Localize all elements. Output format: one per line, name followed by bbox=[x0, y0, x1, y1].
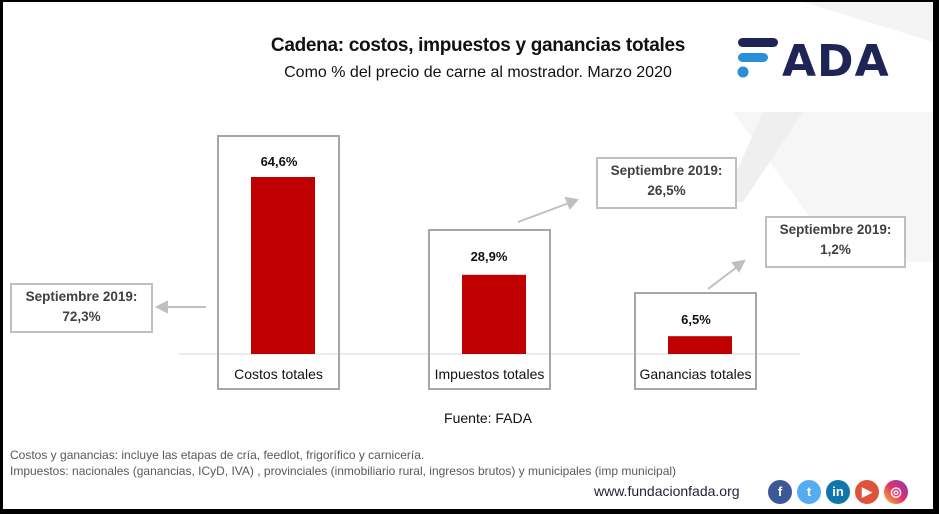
facebook-icon[interactable]: f bbox=[768, 480, 792, 504]
data-label-costos: 64,6% bbox=[260, 154, 298, 169]
annotation-costos: Septiembre 2019: 72,3% bbox=[10, 283, 153, 333]
twitter-icon[interactable]: t bbox=[797, 480, 821, 504]
category-label-costos: Costos totales bbox=[234, 366, 323, 382]
bar-impuestos bbox=[462, 274, 526, 354]
arrow-impuestos bbox=[517, 202, 570, 223]
logo-text: ADA bbox=[782, 36, 890, 82]
category-box-ganancias bbox=[634, 292, 757, 390]
linkedin-icon[interactable]: in bbox=[826, 480, 850, 504]
category-label-impuestos: Impuestos totales bbox=[434, 366, 545, 382]
annotation-ganancias-label: Septiembre 2019: bbox=[779, 222, 892, 237]
arrow-head-costos bbox=[154, 300, 168, 314]
annotation-impuestos: Septiembre 2019: 26,5% bbox=[596, 157, 737, 209]
website-link[interactable]: www.fundacionfada.org bbox=[594, 483, 740, 499]
annotation-costos-label: Septiembre 2019: bbox=[25, 289, 138, 304]
annotation-costos-value: 72,3% bbox=[62, 309, 101, 324]
data-label-impuestos: 28,9% bbox=[470, 249, 508, 264]
arrow-head-ganancias bbox=[731, 259, 746, 273]
chart-title: Cadena: costos, impuestos y ganancias to… bbox=[270, 35, 686, 56]
chart-subtitle: Como % del precio de carne al mostrador.… bbox=[284, 64, 672, 81]
source-note: Fuente: FADA bbox=[444, 410, 532, 426]
bar-ganancias bbox=[668, 336, 732, 354]
annotation-ganancias: Septiembre 2019: 1,2% bbox=[765, 216, 906, 268]
footnote-impuestos: Impuestos: nacionales (ganancias, ICyD, … bbox=[10, 464, 677, 478]
category-label-ganancias: Ganancias totales bbox=[639, 366, 752, 382]
annotation-impuestos-label: Septiembre 2019: bbox=[610, 163, 723, 178]
data-label-ganancias: 6,5% bbox=[681, 312, 711, 327]
slide: Cadena: costos, impuestos y ganancias to… bbox=[3, 2, 933, 509]
category-box-costos bbox=[217, 135, 340, 390]
bar-chart bbox=[154, 177, 800, 355]
annotation-ganancias-value: 1,2% bbox=[820, 242, 851, 257]
category-box-impuestos bbox=[428, 229, 551, 390]
bar-costos bbox=[251, 177, 315, 354]
footnote-costos: Costos y ganancias: incluye las etapas d… bbox=[10, 448, 425, 462]
annotation-impuestos-value: 26,5% bbox=[647, 183, 686, 198]
instagram-icon[interactable]: ◎ bbox=[884, 480, 908, 504]
arrow-ganancias bbox=[707, 266, 738, 290]
youtube-icon[interactable]: ▶ bbox=[855, 480, 879, 504]
fada-logo: ADA bbox=[737, 36, 890, 82]
arrow-head-impuestos bbox=[564, 196, 579, 210]
